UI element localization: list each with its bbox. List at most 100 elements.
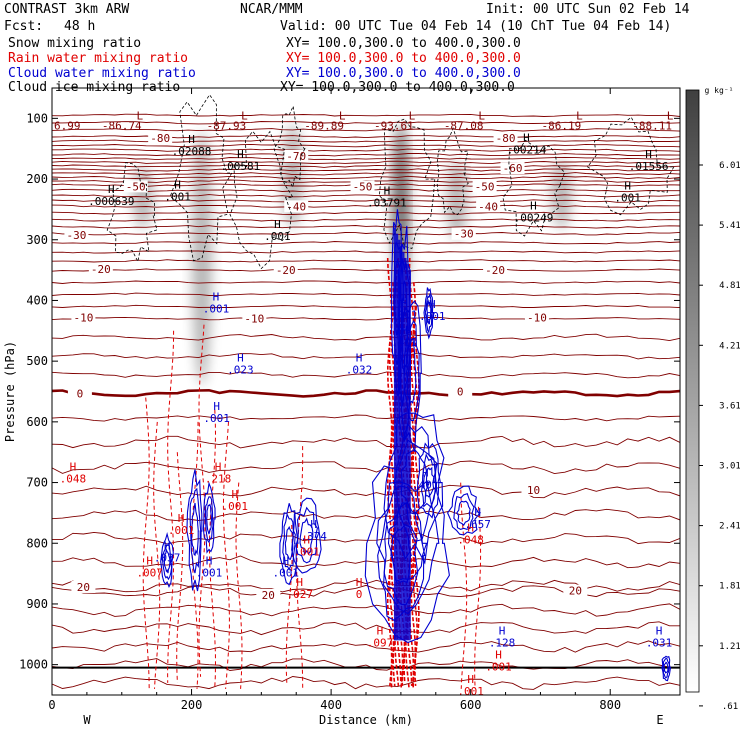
isotherm-line [52, 484, 680, 499]
cloud-water-maximum-marker: H [356, 351, 363, 364]
rain-maximum-marker: H [146, 555, 153, 568]
isotherm-label: -20 [91, 263, 111, 276]
y-tick-label: 700 [26, 476, 48, 490]
cloud-water-contour [446, 485, 482, 536]
cloud-ice-maximum-label: .02088 [172, 145, 212, 158]
rain-maximum-label: .001 [485, 661, 512, 674]
west-label: W [83, 713, 91, 727]
y-tick-label: 1000 [19, 658, 48, 672]
isotherm-line [52, 113, 680, 117]
valid-time: Valid: 00 UTC Tue 04 Feb 14 (10 ChT Tue … [280, 19, 672, 34]
cloud-ice-maximum-label: .03791 [367, 196, 407, 209]
y-tick-label: 500 [26, 354, 48, 368]
rain-maximum-marker: H [356, 576, 363, 589]
colorbar-label: 1.21 [719, 642, 740, 652]
rain-contour [167, 330, 175, 683]
cloud-water-maximum-marker: H [474, 506, 481, 519]
cloud-water-maximum-label: .032 [346, 363, 373, 376]
isotherm-line [52, 231, 680, 236]
isotherm-line [52, 153, 680, 157]
isotherm-line [52, 371, 680, 379]
rain-contour [176, 452, 184, 683]
cloud-water-maximum-marker: H [499, 624, 506, 637]
cloud-water-contour [162, 543, 173, 581]
isotherm-line [52, 531, 680, 545]
x-tick-label: 800 [599, 698, 621, 712]
colorbar-label: 3.01 [719, 462, 740, 472]
colorbar-label: 2.41 [719, 522, 740, 532]
cloud-ice-maximum-label: .001 [614, 192, 641, 205]
isotherm-line [52, 225, 680, 229]
colorbar-label: .61 [722, 702, 738, 712]
colorbar-label: 4.21 [719, 341, 740, 351]
cloud-ice-maximum-marker: H [384, 184, 391, 197]
isotherm-line [52, 388, 680, 398]
y-tick-label: 600 [26, 415, 48, 429]
isotherm-label-bg [472, 180, 497, 193]
isotherm-label-bg [563, 584, 588, 597]
isotherm-label: 20 [262, 589, 275, 602]
legend-snow-xy: XY= 100.0,300.0 to 400.0,300.0 [286, 36, 521, 51]
x-tick-label: 400 [320, 698, 342, 712]
init-time: Init: 00 UTC Sun 02 Feb 14 [486, 2, 690, 17]
low-marker: L [478, 109, 485, 122]
cloud-water-maximum-label: .031 [646, 636, 673, 649]
rain-maximum-label: .001 [293, 545, 320, 558]
cloud-water-maximum-marker: H [429, 298, 436, 311]
x-tick-label: 0 [48, 698, 55, 712]
cloud-ice-maximum-label: .000639 [88, 195, 134, 208]
isotherm-line [52, 160, 680, 165]
rain-core-contour [410, 282, 417, 683]
cloud-ice-maximum-label: .00214 [507, 144, 547, 157]
cloud-ice-contour [378, 118, 436, 249]
cloud-ice-maximum-marker: H [530, 200, 537, 213]
isotherm-label: -10 [244, 313, 264, 326]
isotherm-label: -80 [496, 132, 516, 145]
rain-maximum-label: .097 [367, 636, 394, 649]
isotherm-line [52, 143, 680, 148]
isotherm-line [52, 621, 680, 636]
isotherm-line [52, 460, 680, 475]
isotherm-line [52, 168, 680, 172]
forecast-hours: 48 h [64, 19, 96, 34]
isotherm-label-bg [451, 227, 476, 240]
isotherm-label-bg [500, 162, 525, 175]
isotherm-line [52, 658, 680, 671]
cloud-ice-contour [229, 130, 294, 270]
cloud-water-maximum-marker: H [401, 324, 408, 337]
rain-maximum-label: .048 [60, 473, 87, 486]
rain-maximum-label: 0 [356, 588, 363, 601]
cloud-ice-maximum-label: .00249 [514, 212, 554, 225]
cloud-water-maximum-label: .001 [391, 309, 418, 322]
isotherm-label-bg [64, 228, 89, 241]
cloud-ice-contour [436, 127, 469, 216]
cloud-water-core [404, 257, 407, 641]
cloud-ice-maximum-label: .00581 [221, 160, 261, 173]
isotherm-line [52, 156, 680, 161]
rain-maximum-marker: H [232, 488, 239, 501]
isotherm-line [52, 316, 680, 321]
isotherm-line [52, 508, 680, 522]
cloud-water-maximum-marker: H [213, 400, 220, 413]
cloud-ice-maximum-label: .01556 [629, 160, 669, 173]
legend-snow-label: Snow mixing ratio [8, 36, 142, 51]
low-value-label: -87.08 [444, 119, 484, 132]
snow-column [551, 160, 572, 228]
isotherm-line [52, 128, 680, 132]
isotherm-label-bg [483, 264, 508, 277]
rain-maximum-marker: H [303, 533, 310, 546]
isotherm-line [52, 259, 680, 263]
low-marker: L [409, 109, 416, 122]
isotherm-label: 10 [527, 484, 540, 497]
rain-core-contour [414, 330, 420, 686]
isotherm-line [52, 134, 680, 139]
rain-maximum-marker: H [467, 521, 474, 534]
isotherm-label: 0 [77, 387, 84, 400]
rain-maximum-marker: H [215, 461, 222, 474]
isotherm-label-bg [273, 264, 298, 277]
isotherm-line [52, 414, 680, 422]
cloud-water-maximum-label: .023 [227, 363, 254, 376]
cloud-ice-contour [169, 94, 233, 262]
isotherm-line [52, 218, 680, 222]
isotherm-label: -20 [485, 264, 505, 277]
